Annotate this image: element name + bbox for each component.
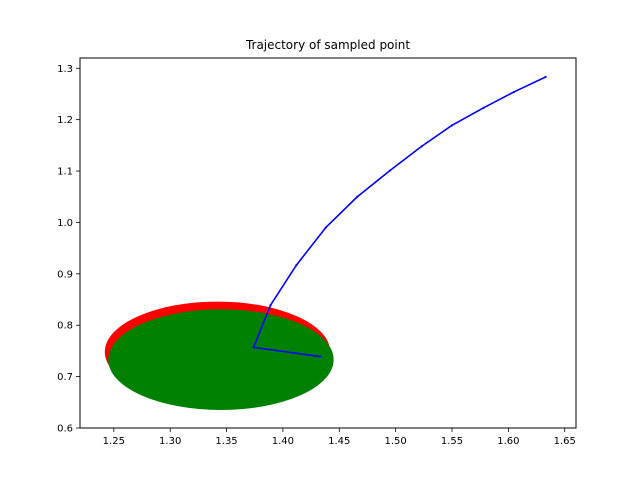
trajectory-point <box>356 195 359 198</box>
trajectory-point <box>269 304 272 307</box>
x-tick-label: 1.50 <box>385 436 407 447</box>
x-tick-label: 1.25 <box>103 436 125 447</box>
trajectory-line <box>252 76 546 358</box>
x-tick-label: 1.45 <box>328 436 350 447</box>
trajectory-point <box>512 90 516 94</box>
trajectory-point <box>450 124 454 127</box>
plot-area <box>104 75 547 411</box>
y-tick-label: 0.7 <box>57 372 73 383</box>
y-tick-label: 0.6 <box>57 424 73 435</box>
x-tick-label: 1.65 <box>554 436 576 447</box>
trajectory-point <box>544 75 547 79</box>
trajectory-point <box>319 355 322 358</box>
x-tick-label: 1.55 <box>441 436 463 447</box>
trajectory-point <box>420 145 423 148</box>
x-tick-label: 1.35 <box>215 436 237 447</box>
chart-title: Trajectory of sampled point <box>245 38 410 52</box>
trajectory-point <box>482 106 485 109</box>
trajectory-point <box>295 263 298 267</box>
y-tick-label: 1.0 <box>57 218 73 229</box>
x-tick-label: 1.40 <box>272 436 294 447</box>
y-tick-label: 1.1 <box>57 167 73 178</box>
x-axis: 1.25 1.30 1.35 1.40 1.45 1.50 1.55 1.60 1.65 <box>103 428 576 447</box>
y-tick-label: 0.8 <box>57 321 73 332</box>
y-tick-label: 1.2 <box>57 115 73 126</box>
trajectory-point <box>388 169 392 172</box>
y-tick-label: 0.9 <box>57 269 73 280</box>
axes-frame <box>79 57 577 429</box>
trajectory-point <box>324 226 327 229</box>
y-axis: 0.6 0.7 0.8 0.9 1.0 1.1 1.2 1.3 <box>57 64 80 435</box>
x-tick-label: 1.30 <box>159 436 181 447</box>
ellipse-1 <box>108 309 334 411</box>
x-tick-label: 1.60 <box>497 436 519 447</box>
trajectory-point <box>252 346 255 349</box>
y-tick-label: 1.3 <box>57 64 73 75</box>
